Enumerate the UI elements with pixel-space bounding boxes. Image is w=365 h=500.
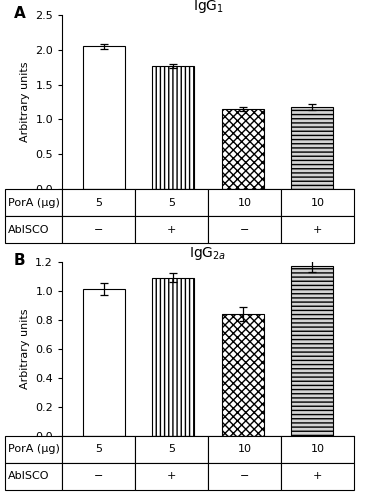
Title: IgG$_1$: IgG$_1$ [192, 0, 224, 15]
Text: A: A [14, 6, 26, 22]
Bar [292, 107, 333, 189]
Bar [153, 66, 194, 189]
Bar [153, 278, 194, 436]
Text: B: B [14, 253, 26, 268]
Y-axis label: Arbitrary units: Arbitrary units [20, 62, 30, 142]
Bar [222, 314, 264, 436]
Bar [83, 289, 124, 436]
Title: IgG$_{2a}$: IgG$_{2a}$ [189, 244, 227, 262]
Bar [222, 109, 264, 189]
Bar [292, 266, 333, 436]
Y-axis label: Arbitrary units: Arbitrary units [20, 308, 30, 389]
Bar [83, 46, 124, 189]
